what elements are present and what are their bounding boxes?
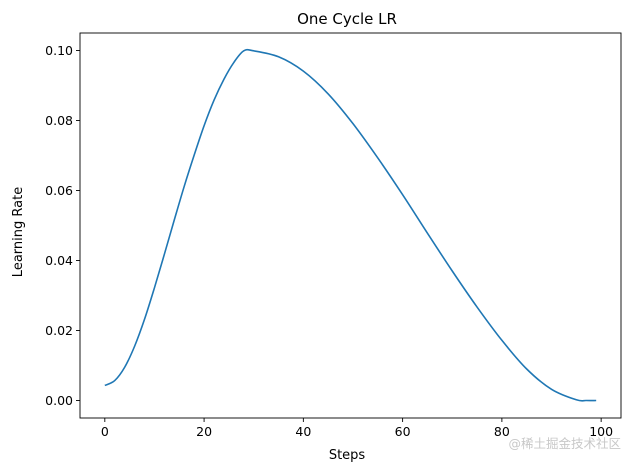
x-tick-label: 80: [494, 424, 510, 439]
watermark: @稀土掘金技术社区: [508, 436, 621, 451]
plot-area: [79, 32, 622, 419]
x-tick-label: 60: [395, 424, 411, 439]
y-tick-label: 0.02: [45, 323, 73, 338]
x-axis: 0 20 40 60 80 100: [101, 418, 613, 439]
y-axis: 0.00 0.02 0.04 0.06 0.08 0.10: [45, 43, 80, 408]
x-tick-label: 0: [101, 424, 109, 439]
y-axis-label: Learning Rate: [11, 187, 26, 277]
y-tick-label: 0.08: [45, 113, 73, 128]
x-tick-label: 20: [196, 424, 212, 439]
x-axis-label: Steps: [329, 448, 366, 463]
series-line: [104, 48, 597, 402]
y-tick-label: 0.06: [45, 183, 73, 198]
y-tick-label: 0.10: [45, 43, 73, 58]
x-tick-label: 100: [589, 424, 613, 439]
y-tick-label: 0.04: [45, 253, 73, 268]
y-tick-label: 0.00: [45, 393, 73, 408]
x-tick-label: 40: [295, 424, 311, 439]
plot-frame: [79, 32, 622, 419]
series-layer: [104, 48, 597, 402]
chart-title: One Cycle LR: [297, 10, 397, 28]
